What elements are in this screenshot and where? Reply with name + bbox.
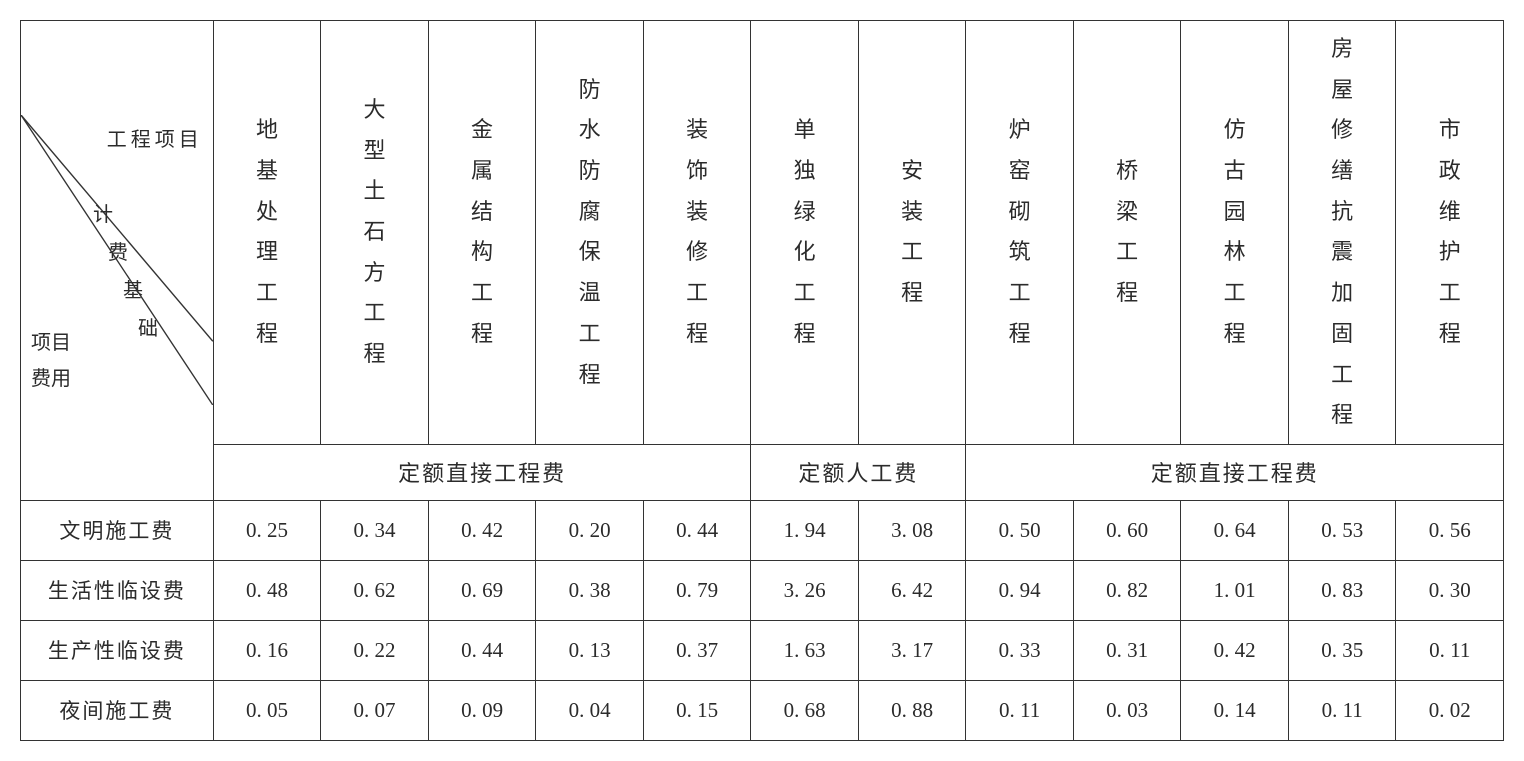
cell: 0. 14 [1181,680,1289,740]
cell: 0. 82 [1073,560,1181,620]
cell: 3. 26 [751,560,859,620]
cell: 0. 11 [966,680,1074,740]
col-header: 大型土石方工程 [321,21,429,445]
cell: 0. 13 [536,620,644,680]
cell: 0. 56 [1396,500,1504,560]
cell: 0. 50 [966,500,1074,560]
col-header: 炉窑砌筑工程 [966,21,1074,445]
col-header: 装饰装修工程 [643,21,751,445]
diag-mid-label: 计费基础 [68,196,158,348]
cell: 0. 30 [1396,560,1504,620]
cell: 0. 35 [1288,620,1396,680]
cell: 0. 79 [643,560,751,620]
cell: 0. 60 [1073,500,1181,560]
cell: 0. 11 [1396,620,1504,680]
cell: 0. 03 [1073,680,1181,740]
diagonal-header: 工程项目 计费基础 项目 费用 [21,21,214,501]
basis-group: 定额直接工程费 [213,444,751,500]
col-header: 金属结构工程 [428,21,536,445]
cell: 0. 07 [321,680,429,740]
cell: 1. 94 [751,500,859,560]
col-header: 仿古园林工程 [1181,21,1289,445]
cell: 6. 42 [858,560,966,620]
table-row: 夜间施工费 0. 05 0. 07 0. 09 0. 04 0. 15 0. 6… [21,680,1504,740]
col-header: 房屋修缮抗震加固工程 [1288,21,1396,445]
cell: 0. 64 [1181,500,1289,560]
cell: 3. 08 [858,500,966,560]
table-row: 生产性临设费 0. 16 0. 22 0. 44 0. 13 0. 37 1. … [21,620,1504,680]
row-label: 文明施工费 [21,500,214,560]
fee-rate-table: 工程项目 计费基础 项目 费用 地基处理工程 大型土石方工程 金属结构工程 防水… [20,20,1504,741]
cell: 0. 16 [213,620,321,680]
cell: 0. 15 [643,680,751,740]
cell: 0. 68 [751,680,859,740]
header-row: 工程项目 计费基础 项目 费用 地基处理工程 大型土石方工程 金属结构工程 防水… [21,21,1504,445]
row-label: 生产性临设费 [21,620,214,680]
cell: 0. 88 [858,680,966,740]
col-header: 市政维护工程 [1396,21,1504,445]
table-row: 文明施工费 0. 25 0. 34 0. 42 0. 20 0. 44 1. 9… [21,500,1504,560]
cell: 0. 37 [643,620,751,680]
diag-top-label: 工程项目 [107,123,203,152]
col-header: 地基处理工程 [213,21,321,445]
cell: 0. 38 [536,560,644,620]
cell: 1. 01 [1181,560,1289,620]
table-row: 生活性临设费 0. 48 0. 62 0. 69 0. 38 0. 79 3. … [21,560,1504,620]
cell: 0. 33 [966,620,1074,680]
cell: 0. 05 [213,680,321,740]
row-label: 夜间施工费 [21,680,214,740]
cell: 0. 22 [321,620,429,680]
cell: 0. 44 [643,500,751,560]
cell: 0. 25 [213,500,321,560]
diag-bottom-label: 项目 费用 [31,325,71,397]
cell: 1. 63 [751,620,859,680]
basis-group: 定额人工费 [751,444,966,500]
col-header: 防水防腐保温工程 [536,21,644,445]
cell: 0. 48 [213,560,321,620]
cell: 0. 20 [536,500,644,560]
cell: 0. 94 [966,560,1074,620]
cell: 3. 17 [858,620,966,680]
col-header: 安装工程 [858,21,966,445]
cell: 0. 09 [428,680,536,740]
cell: 0. 83 [1288,560,1396,620]
cell: 0. 42 [1181,620,1289,680]
basis-group: 定额直接工程费 [966,444,1504,500]
row-label: 生活性临设费 [21,560,214,620]
cell: 0. 04 [536,680,644,740]
cell: 0. 53 [1288,500,1396,560]
col-header: 单独绿化工程 [751,21,859,445]
cell: 0. 31 [1073,620,1181,680]
cell: 0. 34 [321,500,429,560]
cell: 0. 69 [428,560,536,620]
cell: 0. 42 [428,500,536,560]
basis-row: 定额直接工程费 定额人工费 定额直接工程费 [21,444,1504,500]
col-header: 桥梁工程 [1073,21,1181,445]
cell: 0. 11 [1288,680,1396,740]
cell: 0. 02 [1396,680,1504,740]
cell: 0. 62 [321,560,429,620]
cell: 0. 44 [428,620,536,680]
